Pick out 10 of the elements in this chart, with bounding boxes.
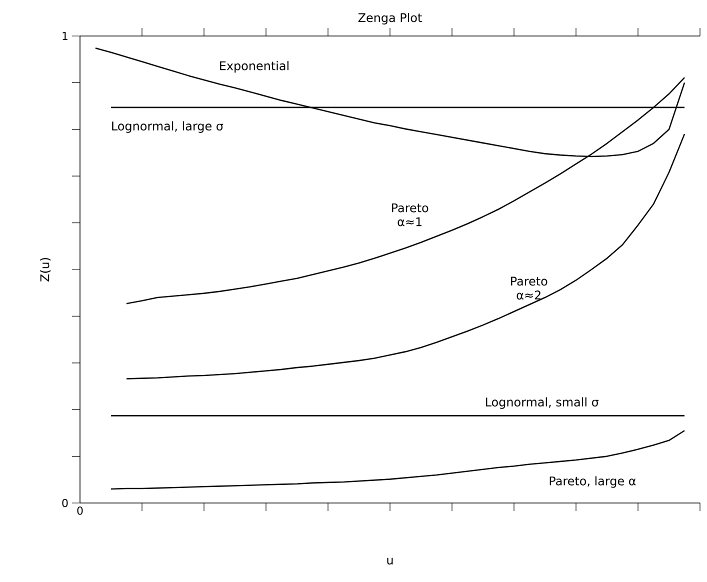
chart-title: Zenga Plot [358, 12, 422, 24]
series-label: Pareto α≈1 [392, 203, 428, 226]
x-axis-title: u [387, 558, 393, 565]
series-label: Lognormal, large σ [112, 121, 224, 133]
series-label: Exponential [220, 61, 288, 73]
y-tick-label: 1 [62, 32, 68, 40]
y-axis-title: Z(u) [40, 258, 51, 282]
series-label: Pareto, large α [550, 476, 636, 488]
series-label: Lognormal, small σ [486, 397, 599, 409]
series-label: Pareto α≈2 [511, 276, 548, 300]
